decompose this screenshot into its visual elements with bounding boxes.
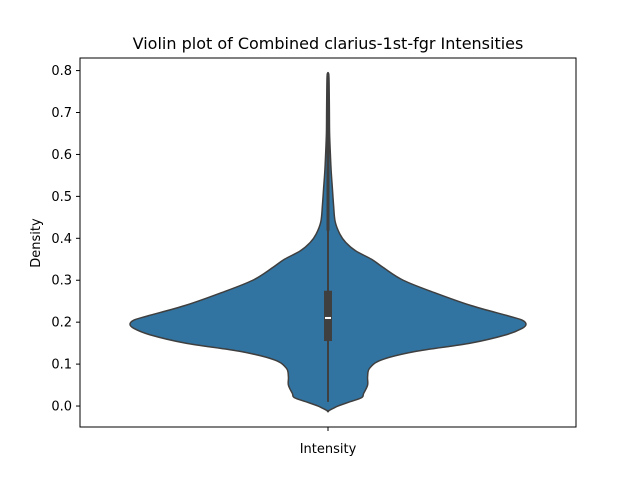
box-layer [324, 73, 332, 402]
iqr-box [324, 290, 332, 342]
x-axis: Intensity [300, 427, 357, 457]
y-tick-label: 0.2 [51, 316, 72, 331]
y-tick-label: 0.5 [51, 190, 72, 205]
y-axis: 0.0 0.1 0.2 0.3 0.4 0.5 0.6 0.7 0.8 [51, 64, 80, 415]
chart-title: Violin plot of Combined clarius-1st-fgr … [133, 34, 524, 53]
y-tick-label: 0.1 [51, 358, 72, 373]
y-tick-label: 0.7 [51, 106, 72, 121]
y-tick-label: 0.3 [51, 274, 72, 289]
x-tick-label: Intensity [300, 442, 357, 457]
y-axis-label: Density [29, 218, 44, 268]
y-tick-label: 0.0 [51, 400, 72, 415]
y-tick-label: 0.6 [51, 148, 72, 163]
y-tick-label: 0.4 [51, 232, 72, 247]
y-tick-label: 0.8 [51, 64, 72, 79]
